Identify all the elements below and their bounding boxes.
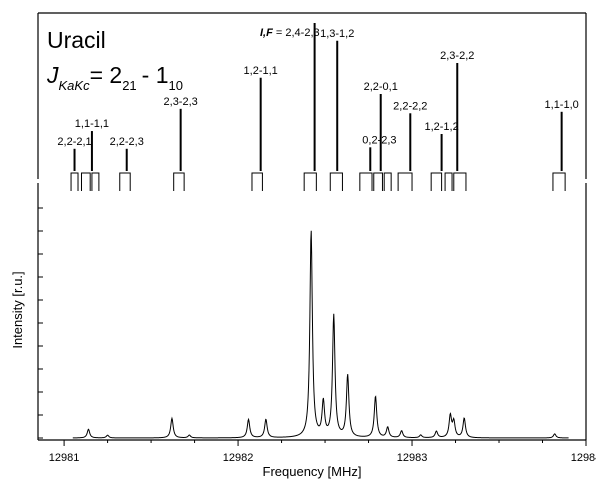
hyperfine-bracket	[453, 172, 467, 191]
x-tick-label: 12984	[571, 452, 596, 464]
hyperfine-bracket	[430, 172, 443, 191]
hyperfine-bracket	[119, 172, 131, 191]
hyperfine-bracket	[373, 172, 383, 191]
hyperfine-bracket	[173, 172, 185, 191]
y-axis-ticks	[38, 207, 43, 439]
hyperfine-bracket	[303, 172, 317, 191]
bottom-panel: 12981 12982 12983 12984 Frequency [MHz] Int…	[10, 183, 596, 479]
x-tick-labels: 12981 12982 12983 12984	[49, 452, 596, 464]
hyperfine-bracket	[329, 172, 343, 191]
hyperfine-stick-label: 2,2-2,1	[57, 136, 91, 148]
hyperfine-header: I,F = 2,4-2,3	[260, 27, 320, 39]
hyperfine-bracket	[91, 172, 100, 191]
hyperfine-bracket	[397, 172, 413, 191]
hyperfine-stick-label: 2,2-0,1	[364, 81, 398, 93]
hyperfine-sticks: 2,2-2,1 1,1-1,12,2-2,3 2,3-2,3 1,2-1,1 1,3-1…	[57, 23, 579, 171]
hyperfine-stick-label: 2,2-2,3	[110, 136, 144, 148]
x-tick-label: 12983	[397, 452, 428, 464]
x-axis-ticks	[63, 440, 587, 446]
hyperfine-stick-label: 0,2-2,3	[362, 134, 396, 146]
hyperfine-brackets	[70, 172, 566, 191]
hyperfine-stick-label: 2,3-2,3	[164, 96, 198, 108]
hyperfine-bracket	[70, 172, 79, 191]
spectrum-line	[72, 230, 569, 439]
hyperfine-stick-label: 1,3-1,2	[320, 28, 354, 40]
hyperfine-bracket	[359, 172, 373, 191]
hyperfine-bracket	[444, 172, 453, 191]
hyperfine-bracket	[383, 172, 392, 191]
y-axis-label: Intensity [r.u.]	[10, 271, 25, 348]
transition-label: JKaKc= 221- 110	[46, 62, 183, 93]
hyperfine-bracket	[251, 172, 263, 191]
hyperfine-stick-label: 1,1-1,1	[75, 118, 109, 130]
hyperfine-stick-label: 2,3-2,2	[440, 50, 474, 62]
hyperfine-stick-label: 1,2-1,2	[424, 121, 458, 133]
hyperfine-stick-label: 2,2-2,2	[393, 100, 427, 112]
hyperfine-stick-label: 1,2-1,1	[244, 65, 278, 77]
hyperfine-bracket	[552, 172, 566, 191]
x-tick-label: 12981	[49, 452, 80, 464]
hyperfine-stick-label: 1,1-1,0	[545, 99, 579, 111]
top-panel: Uracil JKaKc= 221- 110 I,F = 2,4-2,3 2,2…	[37, 12, 587, 191]
x-axis-label: Frequency [MHz]	[263, 464, 362, 479]
x-tick-label: 12982	[223, 452, 254, 464]
hyperfine-bracket	[80, 172, 91, 191]
molecule-title: Uracil	[47, 27, 106, 53]
